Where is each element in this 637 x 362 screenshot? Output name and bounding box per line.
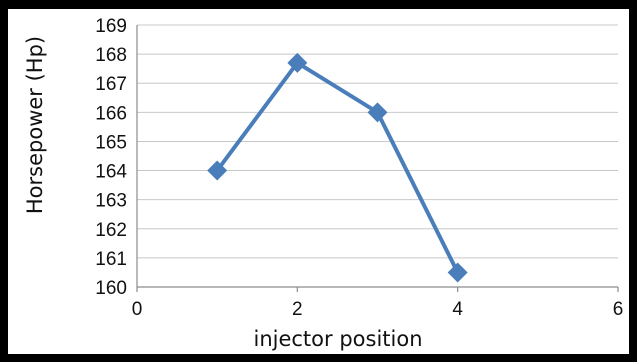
y-tick-labels: 160 161 162 163 164 165 166 167 168 169 [95,16,127,299]
grid-lines [137,24,618,259]
y-tick-label: 163 [95,191,127,212]
y-tick-label: 169 [95,16,127,37]
y-tick-label: 166 [95,103,127,124]
y-tick-label: 167 [95,74,127,95]
y-tick-label: 161 [95,249,127,270]
x-tick-label: 6 [613,299,624,320]
y-tick-label: 165 [95,132,127,153]
y-tick-label: 164 [95,162,127,183]
x-tick-labels: 0 2 4 6 [132,299,624,320]
y-tick-label: 160 [95,278,127,299]
y-axis-title: Horsepower (Hp) [23,36,47,214]
x-tick-label: 4 [452,299,463,320]
y-tick-label: 168 [95,45,127,66]
data-point-marker [207,160,228,181]
x-tick-label: 0 [132,299,143,320]
x-axis-title: injector position [253,327,422,351]
data-point-marker [447,262,468,283]
chart-frame [8,9,629,354]
series-group [207,52,468,283]
x-tick-label: 2 [292,299,303,320]
data-point-marker [367,102,388,123]
series-line [215,60,460,274]
y-tick-label: 162 [95,220,127,241]
data-point-marker [287,52,308,73]
axes [136,25,619,292]
